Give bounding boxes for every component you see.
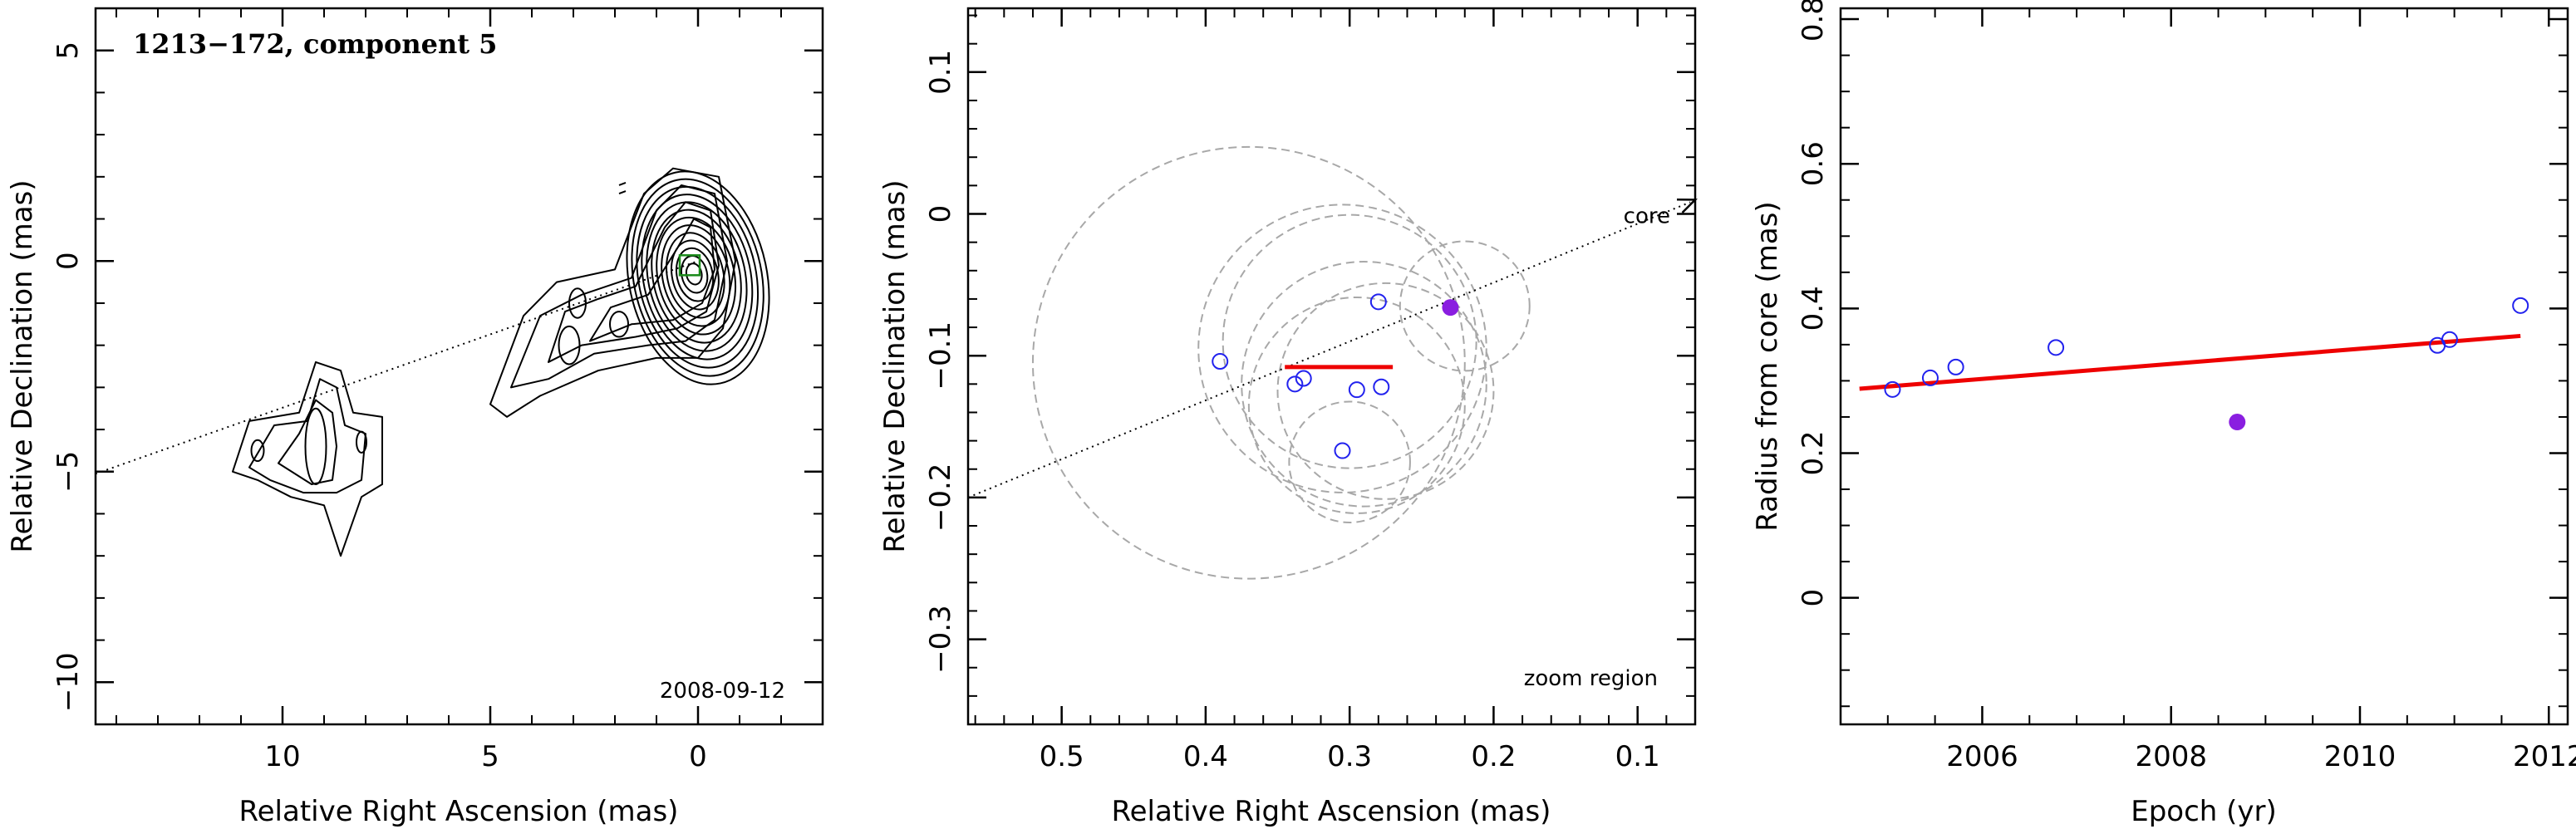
position-points bbox=[1212, 293, 1459, 459]
radius-points bbox=[1884, 297, 2529, 431]
y-tick-label: 0 bbox=[924, 205, 957, 223]
x-tick-label: 2008 bbox=[2135, 740, 2207, 773]
x-tick-label: 10 bbox=[264, 740, 300, 773]
open-point bbox=[1212, 353, 1229, 370]
contour-lines bbox=[232, 167, 770, 557]
y-tick-label: 0 bbox=[1797, 589, 1830, 607]
contour-line bbox=[641, 194, 754, 361]
contour-line bbox=[356, 430, 367, 454]
contour-line bbox=[626, 170, 770, 385]
plot-frame bbox=[94, 7, 824, 726]
open-point bbox=[2512, 297, 2529, 314]
contour-line bbox=[489, 167, 736, 418]
error-circle bbox=[1276, 282, 1495, 500]
contour-line bbox=[304, 407, 327, 485]
x-axis-title: Relative Right Ascension (mas) bbox=[1112, 795, 1551, 828]
y-tick-label: 0.1 bbox=[924, 50, 957, 95]
contour-line bbox=[609, 311, 629, 338]
x-tick-label: 2010 bbox=[2324, 740, 2397, 773]
x-tick-label: 2012 bbox=[2513, 740, 2576, 773]
radius-panel: 2006 2008 2010 2012 0 0.2 0.4 0.6 0.8 Epoch (yr)… bbox=[1751, 0, 2576, 828]
error-circle bbox=[1247, 296, 1466, 514]
zoom-panel: 0.5 0.4 0.3 0.2 0.1 0.1 0 −0.1 −0.2 −0.3 core zoo… bbox=[878, 7, 1698, 828]
contour-line bbox=[248, 378, 366, 494]
y-tick-label: 0.6 bbox=[1797, 141, 1830, 186]
axes: 0.5 0.4 0.3 0.2 0.1 0.1 0 −0.1 −0.2 −0.3 bbox=[924, 8, 1696, 773]
axes: 10 5 0 5 0 −5 −10 bbox=[52, 7, 823, 773]
open-point bbox=[2441, 331, 2458, 348]
x-tick-label: 2006 bbox=[1946, 740, 2018, 773]
contour-line bbox=[548, 201, 720, 363]
open-point bbox=[1334, 442, 1351, 459]
y-axis-title: Relative Declination (mas) bbox=[6, 179, 39, 552]
contour-line bbox=[618, 182, 627, 195]
x-tick-label: 0 bbox=[689, 740, 707, 773]
open-point bbox=[1369, 293, 1387, 311]
open-point bbox=[1295, 370, 1312, 387]
error-circle bbox=[1222, 213, 1477, 469]
contour-map-panel: 10 5 0 5 0 −5 −10 1213−172, component 5 2008-0… bbox=[6, 7, 824, 828]
contour-line bbox=[568, 287, 587, 319]
open-point bbox=[1884, 380, 1901, 398]
x-tick-label: 0.3 bbox=[1327, 740, 1372, 773]
x-tick-label: 5 bbox=[481, 740, 499, 773]
open-point bbox=[2048, 339, 2065, 356]
open-point bbox=[1947, 358, 1964, 375]
contour-line bbox=[646, 201, 748, 352]
plot-frame bbox=[1839, 7, 2569, 726]
contour-line bbox=[250, 439, 265, 463]
component-marker bbox=[678, 254, 701, 277]
x-tick-label: 0.2 bbox=[1471, 740, 1516, 773]
contour-line bbox=[631, 178, 764, 377]
y-tick-label: −0.3 bbox=[924, 605, 957, 674]
contour-line bbox=[232, 361, 383, 557]
linear-fit-line bbox=[1859, 333, 2521, 391]
error-circle bbox=[1197, 204, 1487, 493]
contour-line bbox=[558, 325, 581, 365]
filled-point bbox=[1442, 299, 1459, 316]
y-tick-label: 0 bbox=[52, 252, 85, 270]
y-tick-label: 5 bbox=[52, 42, 85, 60]
error-circle bbox=[1399, 240, 1531, 372]
x-tick-label: 0.4 bbox=[1183, 740, 1228, 773]
panel-title: 1213−172, component 5 bbox=[133, 28, 497, 60]
contour-line bbox=[510, 184, 728, 389]
jet-direction-line bbox=[95, 260, 699, 475]
axes: 2006 2008 2010 2012 0 0.2 0.4 0.6 0.8 bbox=[1797, 0, 2576, 773]
core-direction-line bbox=[967, 201, 1691, 498]
error-circle bbox=[1241, 261, 1487, 508]
open-point bbox=[1921, 369, 1939, 386]
open-point bbox=[1348, 381, 1365, 399]
y-tick-label: −0.2 bbox=[924, 464, 957, 532]
zoom-region-label: zoom region bbox=[1524, 666, 1658, 691]
contour-line bbox=[685, 262, 703, 286]
open-point bbox=[1286, 375, 1304, 393]
y-tick-label: −0.1 bbox=[924, 321, 957, 390]
error-circle bbox=[1288, 400, 1411, 523]
y-tick-label: 0.2 bbox=[1797, 430, 1830, 475]
y-tick-label: 0.4 bbox=[1797, 286, 1830, 331]
y-tick-label: −10 bbox=[52, 652, 85, 712]
x-axis-title: Epoch (yr) bbox=[2131, 795, 2277, 828]
x-tick-label: 0.1 bbox=[1615, 740, 1660, 773]
core-label: core bbox=[1624, 204, 1670, 228]
error-circle bbox=[1031, 145, 1466, 580]
contour-line bbox=[589, 218, 715, 342]
plot-frame bbox=[966, 7, 1697, 726]
epoch-date-label: 2008-09-12 bbox=[660, 679, 785, 704]
contour-line bbox=[675, 247, 715, 302]
error-circles bbox=[1031, 145, 1531, 580]
y-axis-title: Radius from core (mas) bbox=[1751, 201, 1784, 531]
open-point bbox=[1373, 378, 1390, 395]
x-axis-title: Relative Right Ascension (mas) bbox=[239, 795, 679, 828]
filled-point bbox=[2229, 414, 2246, 431]
y-axis-title: Relative Declination (mas) bbox=[878, 179, 912, 552]
x-tick-label: 0.5 bbox=[1040, 740, 1084, 773]
y-tick-label: 0.8 bbox=[1797, 0, 1830, 42]
y-tick-label: −5 bbox=[52, 451, 85, 493]
